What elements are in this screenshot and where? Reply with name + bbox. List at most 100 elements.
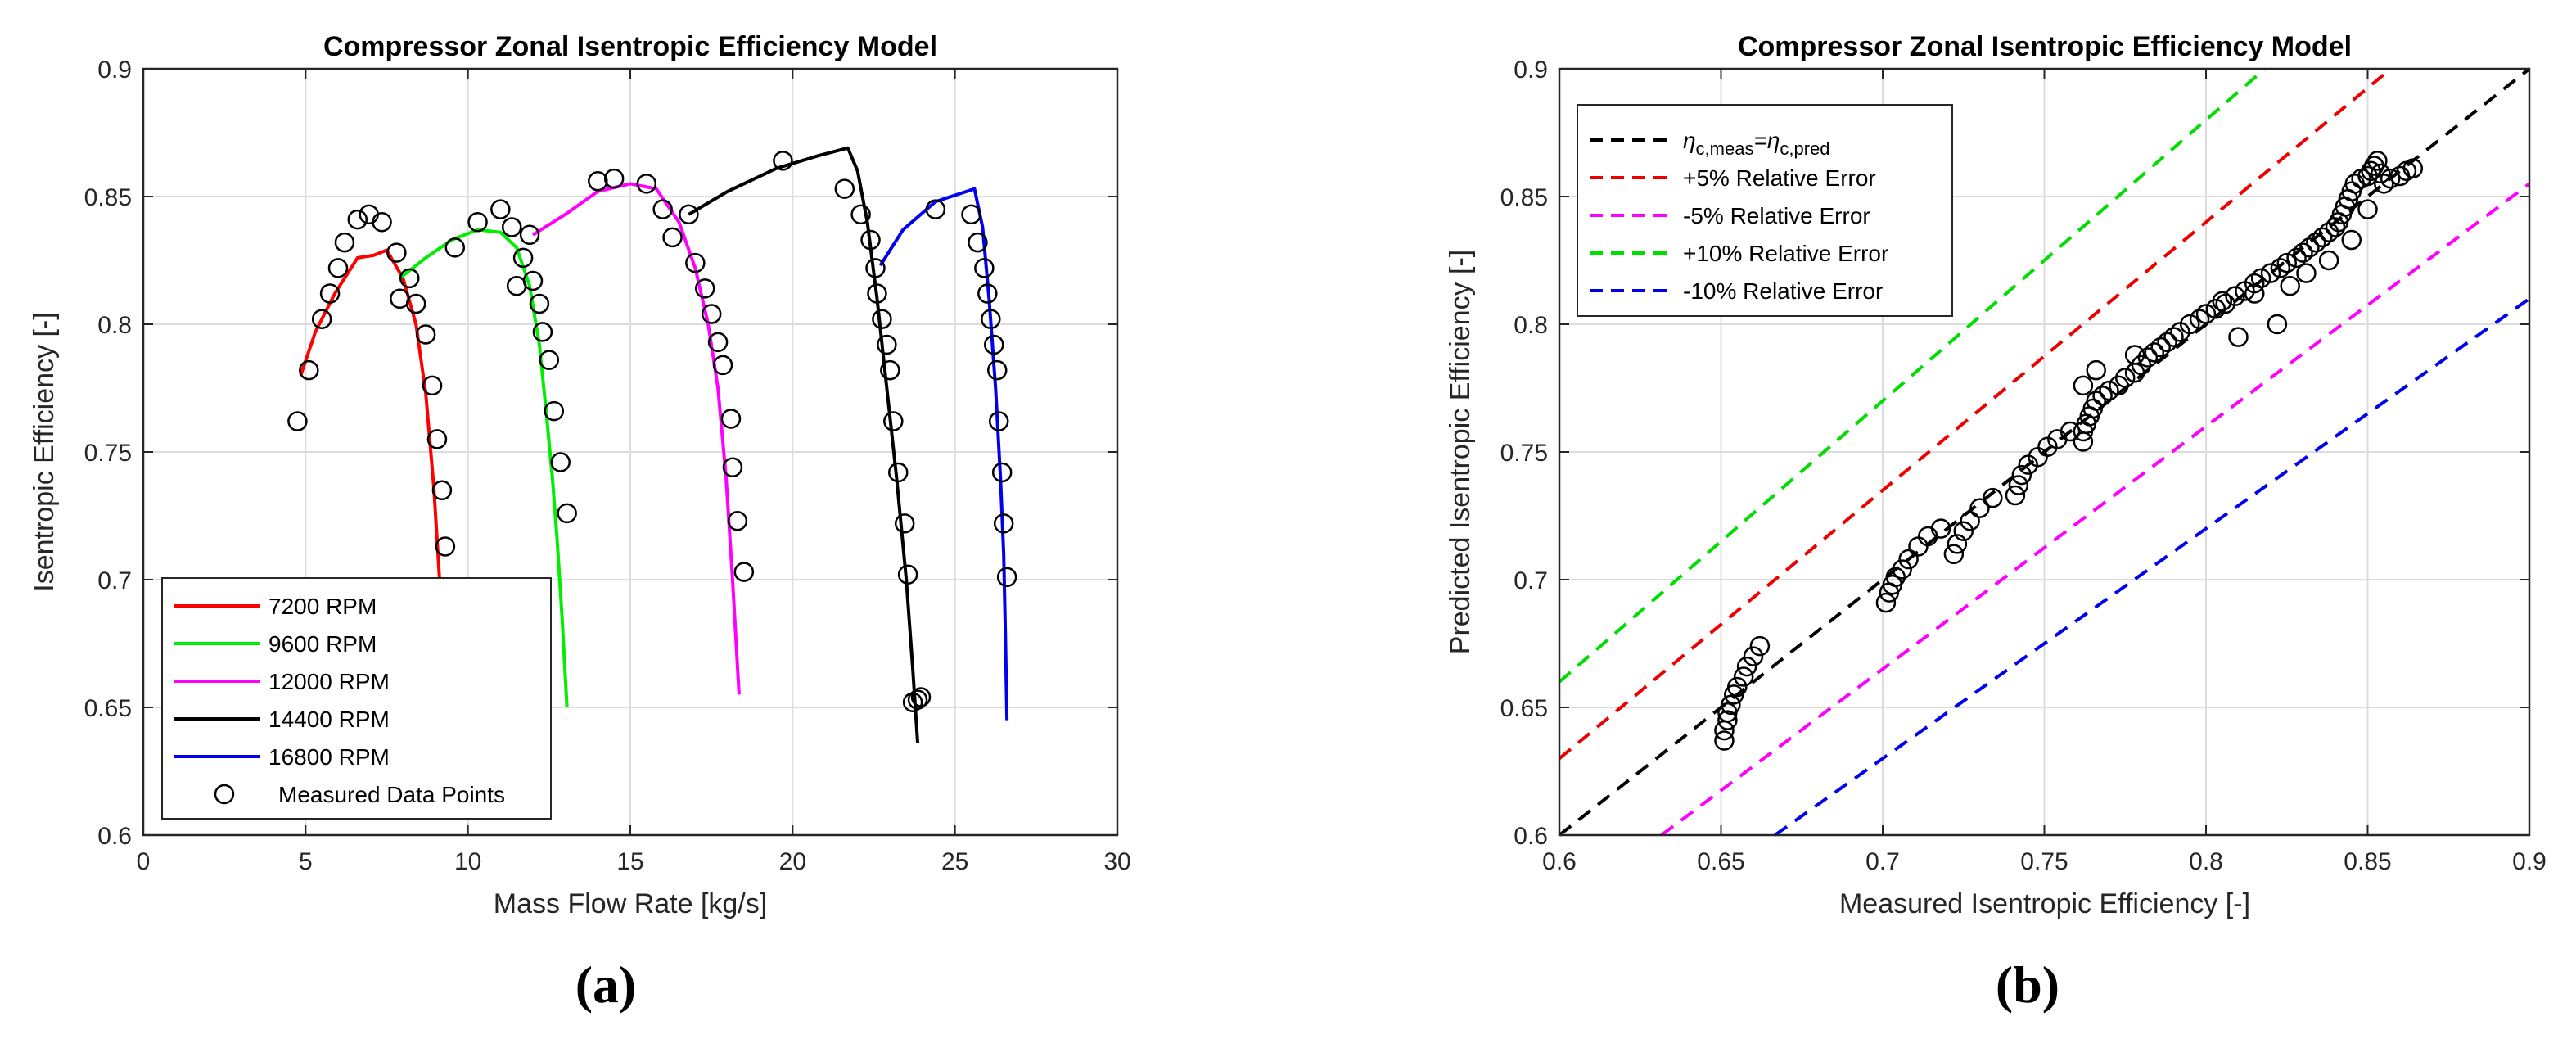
data-point-measured: [444, 237, 466, 258]
data-point: [1717, 710, 1738, 730]
data-point: [2092, 386, 2113, 406]
data-point: [2293, 242, 2313, 263]
data-point: [1930, 518, 1951, 539]
x-tick-label-a: 20: [779, 848, 806, 875]
data-point-measured: [727, 510, 748, 531]
x-tick-label-a: 0: [137, 848, 151, 875]
legend-a-label: Measured Data Points: [278, 782, 505, 807]
data-point-measured: [539, 350, 560, 370]
data-point: [1749, 635, 1771, 657]
data-point-measured: [522, 270, 544, 291]
data-point: [2225, 286, 2245, 306]
data-point: [1953, 521, 1974, 541]
data-point: [2380, 168, 2401, 189]
chart-a-title: Compressor Zonal Isentropic Efficiency M…: [323, 31, 937, 62]
legend-b-label-part: c,meas: [1696, 138, 1754, 159]
data-point-measured: [907, 689, 928, 710]
data-point-measured: [372, 211, 392, 233]
data-point-measured: [712, 355, 733, 376]
data-point-measured: [834, 178, 855, 199]
data-point: [2144, 342, 2165, 363]
panel-label-a: (a): [575, 955, 637, 1014]
data-point-measured: [974, 258, 995, 278]
data-point: [1714, 730, 1735, 751]
data-point-measured: [299, 359, 319, 381]
data-point-measured: [422, 375, 443, 396]
legend-b-label: ηc,meas=ηc,pred: [1683, 128, 1830, 159]
y-tick-label-b: 0.6: [1514, 823, 1548, 850]
data-point: [2059, 421, 2081, 442]
x-tick-label-b: 0.85: [2344, 848, 2391, 875]
data-point-measured: [512, 247, 534, 269]
data-point: [2312, 227, 2333, 248]
chart-a-ylabel: Isentropic Efficiency [-]: [29, 312, 60, 591]
legend-a-label: 12000 RPM: [268, 669, 390, 694]
data-point: [2137, 347, 2159, 368]
data-point: [2296, 263, 2317, 283]
series-line-16800-rpm: [878, 187, 1009, 721]
data-point: [2318, 250, 2339, 271]
chart-a: 0 5 10 15 20 25 30 0.6 0.65 0.7 0.75 0.8 0.85 0.9 Com…: [29, 31, 1131, 1014]
data-point: [1892, 559, 1912, 580]
data-point: [1727, 676, 1748, 698]
data-point: [2286, 247, 2307, 269]
y-tick-label-b: 0.65: [1500, 695, 1548, 722]
legend-b-label-part: =η: [1753, 128, 1780, 153]
data-point-measured: [319, 283, 341, 304]
data-point: [1875, 592, 1897, 613]
y-tick-label-b: 0.9: [1514, 56, 1548, 84]
legend-a-label: 7200 RPM: [268, 594, 377, 619]
data-point: [2244, 283, 2265, 304]
data-point-measured: [685, 252, 706, 273]
y-tick-label-b: 0.8: [1514, 312, 1548, 339]
data-point-measured: [287, 411, 308, 431]
data-point-measured: [925, 199, 946, 219]
y-tick-label-a: 0.85: [84, 184, 132, 211]
legend-b-label: -10% Relative Error: [1683, 278, 1883, 304]
data-point: [2325, 217, 2346, 237]
data-point: [2244, 273, 2265, 294]
data-point-measured: [986, 359, 1008, 381]
x-tick-label-a: 10: [454, 848, 481, 875]
data-point: [2163, 327, 2184, 347]
reference-line: [1774, 297, 2531, 837]
data-point: [2306, 232, 2326, 253]
data-point-measured: [405, 293, 426, 314]
data-point-measured: [532, 322, 553, 342]
data-point-measured: [550, 452, 571, 472]
data-point: [2086, 359, 2106, 381]
data-point-measured: [529, 293, 550, 314]
data-point: [2374, 174, 2394, 194]
data-point-measured: [501, 217, 522, 237]
data-point-measured: [860, 229, 881, 251]
data-point: [2228, 327, 2249, 347]
ticks-b: 0.6 0.65 0.7 0.75 0.8 0.85 0.9 0.6 0.65 0.7 0.75 0.…: [1500, 56, 2547, 875]
x-tick-label-b: 0.6: [1542, 848, 1577, 875]
data-point: [2357, 165, 2378, 187]
data-point-measured: [347, 209, 368, 230]
data-point: [2371, 163, 2391, 184]
data-point-measured: [694, 278, 715, 299]
data-point-measured: [431, 480, 453, 501]
data-point-measured: [386, 242, 407, 263]
data-point-measured: [883, 411, 904, 431]
data-point-measured: [720, 409, 742, 429]
legend-b: ηc,meas=ηc,pred +5% Relative Error -5% Rel…: [1577, 104, 1953, 317]
chart-b-xlabel: Measured Isentropic Efficiency [-]: [1839, 888, 2250, 919]
legend-a-label: 9600 RPM: [268, 631, 377, 657]
data-point-measured: [865, 258, 886, 278]
data-point: [2157, 332, 2177, 353]
data-point: [2195, 304, 2217, 324]
data-point: [1969, 498, 1990, 518]
data-point: [2008, 475, 2029, 495]
data-point-measured: [603, 168, 625, 189]
data-point-measured: [707, 332, 729, 353]
data-point: [2299, 237, 2320, 258]
data-point-measured: [733, 562, 755, 582]
data-point-measured: [399, 268, 420, 289]
data-point: [2357, 199, 2378, 219]
data-point-measured: [519, 224, 540, 246]
data-point-measured: [867, 283, 887, 304]
y-tick-label-a: 0.9: [97, 56, 132, 84]
legend-a-label: 14400 RPM: [268, 707, 390, 732]
